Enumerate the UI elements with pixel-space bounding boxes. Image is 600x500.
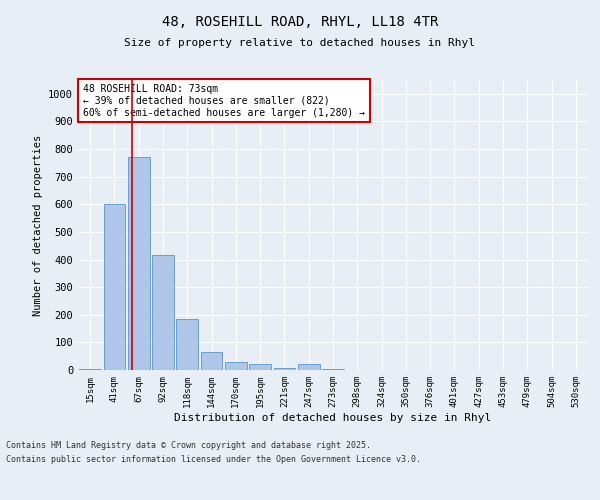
Bar [298, 364, 320, 370]
Text: Contains HM Land Registry data © Crown copyright and database right 2025.: Contains HM Land Registry data © Crown c… [6, 440, 371, 450]
Y-axis label: Number of detached properties: Number of detached properties [32, 134, 43, 316]
Text: 48, ROSEHILL ROAD, RHYL, LL18 4TR: 48, ROSEHILL ROAD, RHYL, LL18 4TR [162, 15, 438, 29]
X-axis label: Distribution of detached houses by size in Rhyl: Distribution of detached houses by size … [175, 412, 491, 422]
Text: 48 ROSEHILL ROAD: 73sqm
← 39% of detached houses are smaller (822)
60% of semi-d: 48 ROSEHILL ROAD: 73sqm ← 39% of detache… [83, 84, 365, 117]
Bar [274, 368, 295, 370]
Bar [176, 319, 198, 370]
Bar [322, 368, 344, 370]
Bar [200, 352, 223, 370]
Bar [104, 204, 125, 370]
Bar [225, 362, 247, 370]
Bar [79, 368, 101, 370]
Text: Contains public sector information licensed under the Open Government Licence v3: Contains public sector information licen… [6, 456, 421, 464]
Text: Size of property relative to detached houses in Rhyl: Size of property relative to detached ho… [125, 38, 476, 48]
Bar [152, 256, 174, 370]
Bar [249, 364, 271, 370]
Bar [128, 158, 149, 370]
